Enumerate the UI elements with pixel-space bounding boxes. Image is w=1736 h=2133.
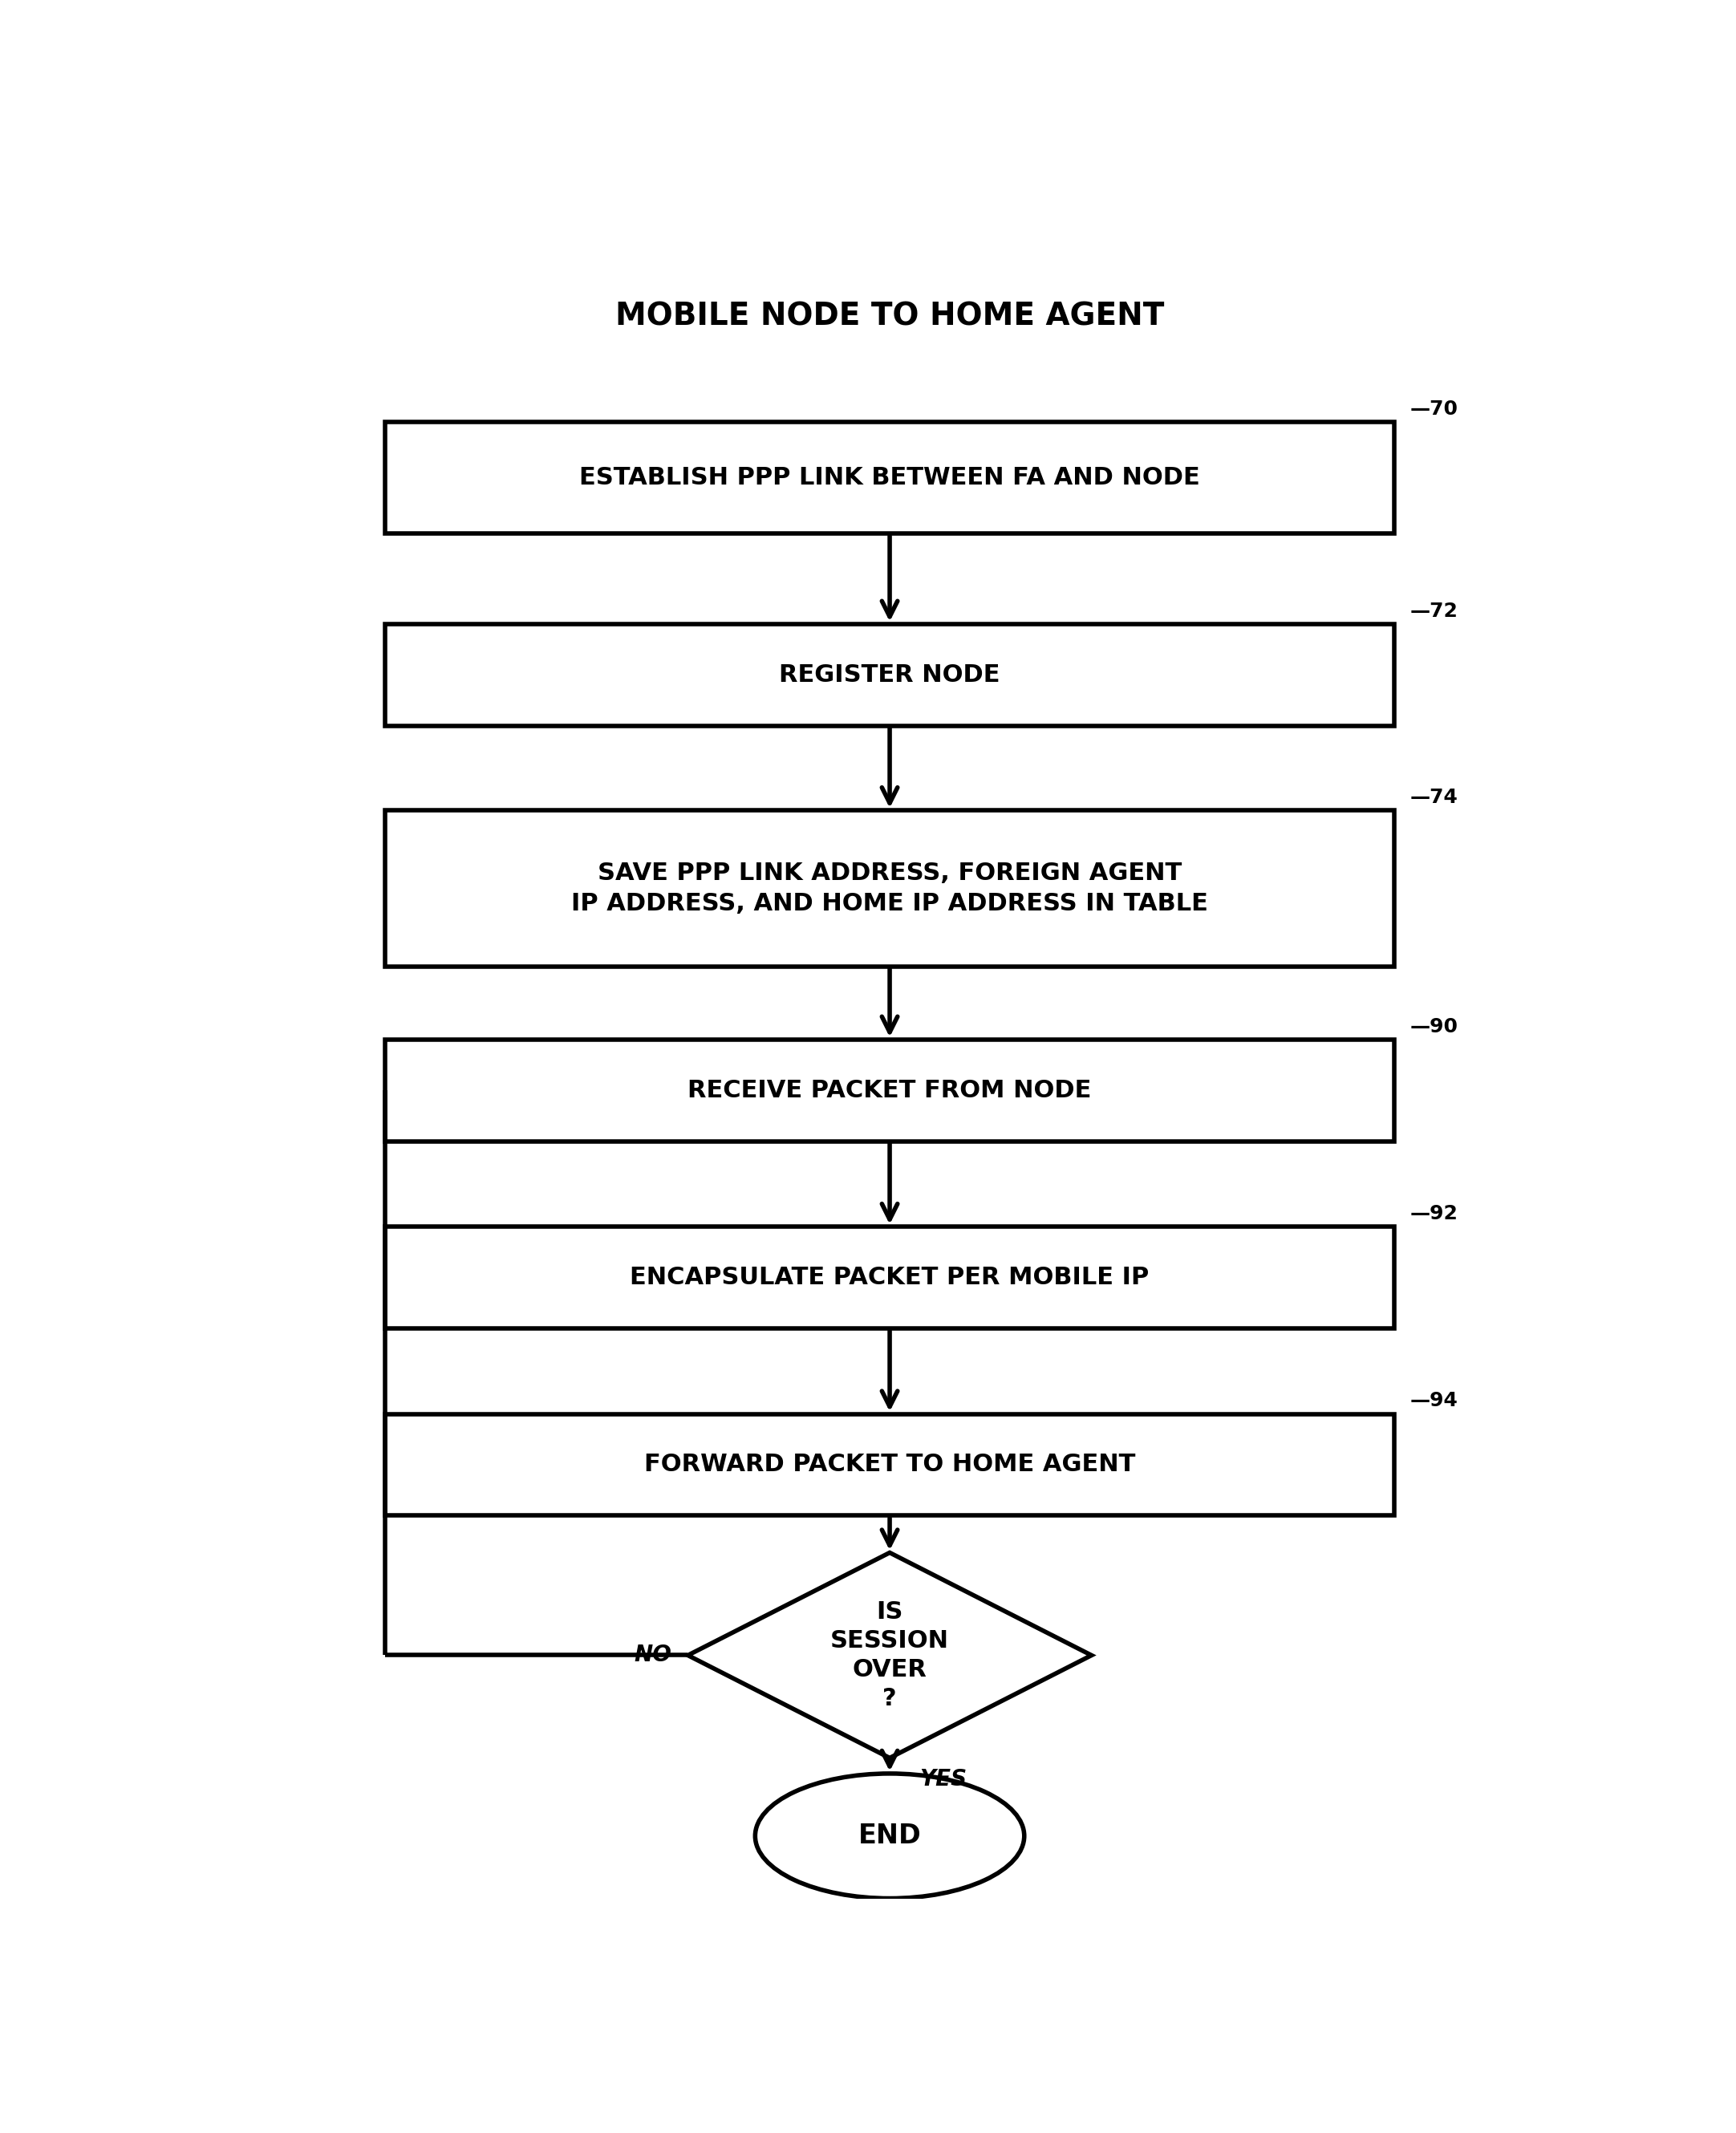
Text: ESTABLISH PPP LINK BETWEEN FA AND NODE: ESTABLISH PPP LINK BETWEEN FA AND NODE — [580, 465, 1200, 488]
Text: FORWARD PACKET TO HOME AGENT: FORWARD PACKET TO HOME AGENT — [644, 1453, 1135, 1476]
Text: YES: YES — [920, 1768, 967, 1790]
FancyBboxPatch shape — [385, 1414, 1394, 1517]
FancyBboxPatch shape — [385, 422, 1394, 533]
Text: —94: —94 — [1410, 1391, 1458, 1410]
Text: ENCAPSULATE PACKET PER MOBILE IP: ENCAPSULATE PACKET PER MOBILE IP — [630, 1265, 1149, 1288]
Text: IS
SESSION
OVER
?: IS SESSION OVER ? — [830, 1600, 950, 1711]
FancyBboxPatch shape — [385, 623, 1394, 725]
FancyBboxPatch shape — [385, 1226, 1394, 1329]
Text: —74: —74 — [1410, 787, 1458, 806]
Text: MOBILE NODE TO HOME AGENT: MOBILE NODE TO HOME AGENT — [615, 301, 1165, 333]
FancyBboxPatch shape — [385, 1039, 1394, 1141]
Text: —72: —72 — [1410, 602, 1458, 621]
Text: SAVE PPP LINK ADDRESS, FOREIGN AGENT
IP ADDRESS, AND HOME IP ADDRESS IN TABLE: SAVE PPP LINK ADDRESS, FOREIGN AGENT IP … — [571, 862, 1208, 915]
Ellipse shape — [755, 1773, 1024, 1898]
Text: END: END — [858, 1824, 922, 1849]
FancyBboxPatch shape — [385, 811, 1394, 966]
Text: RECEIVE PACKET FROM NODE: RECEIVE PACKET FROM NODE — [687, 1079, 1092, 1103]
Text: —70: —70 — [1410, 399, 1458, 418]
Text: —92: —92 — [1410, 1205, 1458, 1224]
Text: REGISTER NODE: REGISTER NODE — [779, 663, 1000, 687]
Polygon shape — [687, 1553, 1092, 1758]
Text: NO: NO — [634, 1645, 672, 1666]
Text: —90: —90 — [1410, 1017, 1458, 1037]
